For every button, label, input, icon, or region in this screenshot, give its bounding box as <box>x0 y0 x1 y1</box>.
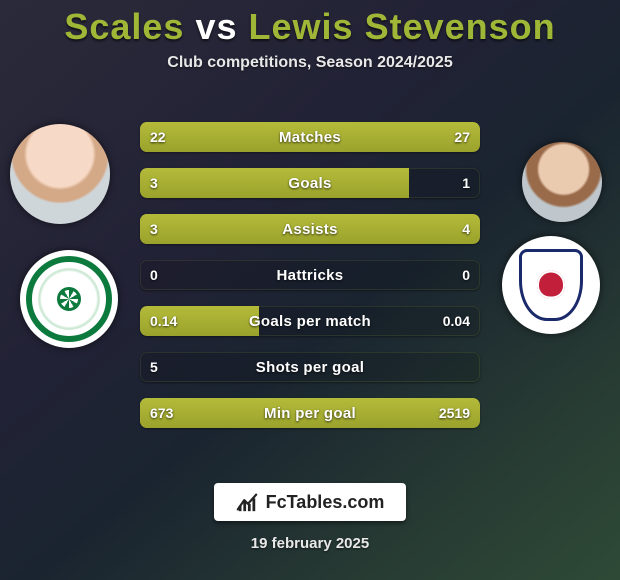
stat-row: 00Hattricks <box>140 260 480 290</box>
stat-label: Hattricks <box>140 260 480 290</box>
page-title: Scales vs Lewis Stevenson <box>0 0 620 48</box>
stat-row: 0.140.04Goals per match <box>140 306 480 336</box>
subtitle: Club competitions, Season 2024/2025 <box>0 54 620 72</box>
stat-row: 2227Matches <box>140 122 480 152</box>
stat-row: 34Assists <box>140 214 480 244</box>
brand-text: FcTables.com <box>266 492 385 513</box>
player2-name: Lewis Stevenson <box>249 6 556 47</box>
brand-badge: FcTables.com <box>214 483 407 521</box>
stat-row: 5Shots per goal <box>140 352 480 382</box>
stat-label: Goals <box>140 168 480 198</box>
stat-row: 6732519Min per goal <box>140 398 480 428</box>
stat-label: Matches <box>140 122 480 152</box>
date-text: 19 february 2025 <box>0 535 620 552</box>
stat-label: Goals per match <box>140 306 480 336</box>
stat-label: Assists <box>140 214 480 244</box>
stat-label: Shots per goal <box>140 352 480 382</box>
vs-text: vs <box>195 6 237 47</box>
player1-club-crest <box>20 250 118 348</box>
player1-avatar <box>10 124 110 224</box>
player2-avatar <box>522 142 602 222</box>
player1-name: Scales <box>64 6 184 47</box>
stat-row: 31Goals <box>140 168 480 198</box>
stat-label: Min per goal <box>140 398 480 428</box>
player2-club-crest <box>502 236 600 334</box>
brand-chart-icon <box>236 491 258 513</box>
stats-chart: 2227Matches 31Goals 34Assists 00Hattricks 0.… <box>140 122 480 428</box>
